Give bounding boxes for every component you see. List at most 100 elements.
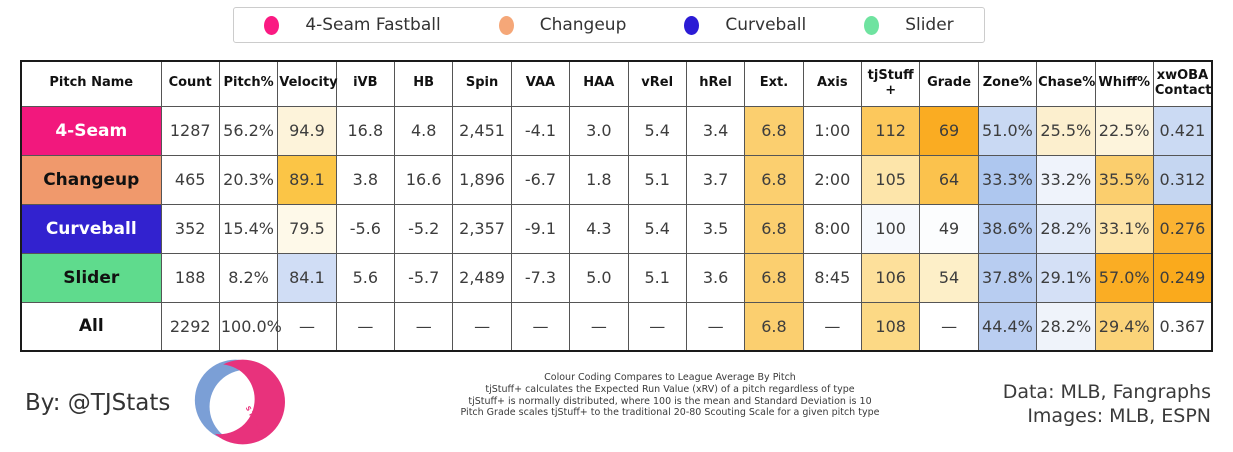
table-cell: 4.8 <box>393 105 454 156</box>
table-cell: — <box>627 301 687 352</box>
table-cell: 6.8 <box>744 252 804 303</box>
table-cell: -9.1 <box>510 203 571 254</box>
pitch-name-cell: 4-Seam <box>20 105 162 156</box>
table-cell: 2,451 <box>452 105 512 156</box>
pitch-name-cell: Curveball <box>20 203 162 254</box>
table-cell: 100 <box>860 203 921 254</box>
column-header: Chase% <box>1036 60 1096 107</box>
table-cell: 2,357 <box>452 203 512 254</box>
table-cell: 4.3 <box>569 203 629 254</box>
table-cell: 6.8 <box>744 301 804 352</box>
table-cell: 16.8 <box>335 105 396 156</box>
note-line: Colour Coding Compares to League Average… <box>544 372 796 383</box>
note-line: tjStuff+ calculates the Expected Run Val… <box>485 383 855 395</box>
author-byline: By: @TJStats <box>25 390 171 416</box>
table-cell: -4.1 <box>510 105 571 156</box>
legend-dot-icon <box>498 15 514 35</box>
table-cell: 0.421 <box>1152 105 1213 156</box>
table-cell: 3.4 <box>685 105 746 156</box>
table-cell: 29.1% <box>1036 252 1096 303</box>
table-cell: 2292 <box>160 301 220 352</box>
table-cell: 94.9 <box>277 105 337 156</box>
note-line: tjStuff+ is normally distributed, where … <box>468 395 872 407</box>
table-cell: 1,896 <box>452 154 512 205</box>
table-cell: — <box>335 301 396 352</box>
column-header: xwOBA Contact <box>1152 60 1213 107</box>
table-cell: -7.3 <box>510 252 571 303</box>
logo-pink-crescent <box>200 359 285 445</box>
table-cell: 25.5% <box>1036 105 1096 156</box>
table-cell: 5.1 <box>627 252 687 303</box>
table-cell: — <box>569 301 629 352</box>
table-cell: 5.0 <box>569 252 629 303</box>
table-cell: 69 <box>919 105 979 156</box>
table-cell: 49 <box>919 203 979 254</box>
table-cell: 28.2% <box>1036 203 1096 254</box>
table-cell: 6.8 <box>744 203 804 254</box>
legend-item: 4-Seam Fastball <box>235 15 469 35</box>
table-cell: 44.4% <box>977 301 1038 352</box>
column-header: Zone% <box>977 60 1038 107</box>
table-cell: 8:00 <box>802 203 863 254</box>
legend-label: Changeup <box>539 15 627 35</box>
tjstats-logo: STATS <box>193 356 285 448</box>
table-cell: 5.1 <box>627 154 687 205</box>
table-cell: 35.5% <box>1094 154 1154 205</box>
table-cell: -5.7 <box>393 252 454 303</box>
table-cell: — <box>510 301 571 352</box>
table-cell: 5.6 <box>335 252 396 303</box>
legend-label: Curveball <box>725 15 807 35</box>
pitch-name-cell: Slider <box>20 252 162 303</box>
table-cell: — <box>452 301 512 352</box>
table-cell: 0.249 <box>1152 252 1213 303</box>
table-header-row: Pitch Name Count Pitch% Velocity iVB HB Spin VA… <box>20 60 1213 107</box>
table-cell: 6.8 <box>744 154 804 205</box>
table-row: Changeup 465 20.3% 89.1 3.8 16.6 1,896 -6.7 1.8 5… <box>20 154 1213 205</box>
images-credit-line: Images: MLB, ESPN <box>1027 405 1211 427</box>
table-cell: 0.367 <box>1152 301 1213 352</box>
table-row: 4-Seam 1287 56.2% 94.9 16.8 4.8 2,451 -4.1 3.0 5.… <box>20 105 1213 156</box>
table-cell: 89.1 <box>277 154 337 205</box>
table-cell: 8:45 <box>802 252 863 303</box>
pitch-stats-table: Pitch Name Count Pitch% Velocity iVB HB Spin VA… <box>20 60 1213 352</box>
legend-dot-icon <box>864 15 880 35</box>
note-line: Pitch Grade scales tjStuff+ to the tradi… <box>460 407 880 419</box>
table-cell: 38.6% <box>977 203 1038 254</box>
column-header: Velocity <box>277 60 338 107</box>
table-cell: 3.8 <box>335 154 396 205</box>
table-cell: 28.2% <box>1036 301 1096 352</box>
table-body: 4-Seam 1287 56.2% 94.9 16.8 4.8 2,451 -4.1 3.0 5.… <box>20 105 1213 352</box>
table-cell: 112 <box>860 105 921 156</box>
legend-item: Changeup <box>470 15 656 35</box>
column-header: Pitch Name <box>20 60 162 107</box>
legend-dot-icon <box>684 15 700 35</box>
table-cell: 1287 <box>160 105 220 156</box>
table-cell: 64 <box>919 154 979 205</box>
table-cell: -5.2 <box>393 203 454 254</box>
table-cell: 1:00 <box>802 105 863 156</box>
column-header: HAA <box>569 60 629 107</box>
data-credit-line: Data: MLB, Fangraphs <box>1002 381 1211 403</box>
table-cell: 3.5 <box>685 203 746 254</box>
table-cell: 16.6 <box>393 154 454 205</box>
table-cell: — <box>685 301 746 352</box>
table-cell: 54 <box>919 252 979 303</box>
column-header: Grade <box>919 60 979 107</box>
table-cell: 3.7 <box>685 154 746 205</box>
legend-item: Slider <box>835 15 982 35</box>
column-header: Pitch% <box>218 60 279 107</box>
table-cell: 57.0% <box>1094 252 1154 303</box>
table-cell: 0.276 <box>1152 203 1213 254</box>
column-header: Spin <box>452 60 512 107</box>
column-header: iVB <box>335 60 396 107</box>
table-cell: 188 <box>160 252 220 303</box>
table-cell: 8.2% <box>218 252 279 303</box>
table-cell: — <box>919 301 979 352</box>
table-cell: 5.4 <box>627 203 687 254</box>
table-cell: 15.4% <box>218 203 279 254</box>
table-cell: -6.7 <box>510 154 571 205</box>
table-cell: 106 <box>860 252 921 303</box>
table-cell: — <box>393 301 454 352</box>
column-header: Ext. <box>744 60 804 107</box>
legend-label: Slider <box>905 15 954 35</box>
